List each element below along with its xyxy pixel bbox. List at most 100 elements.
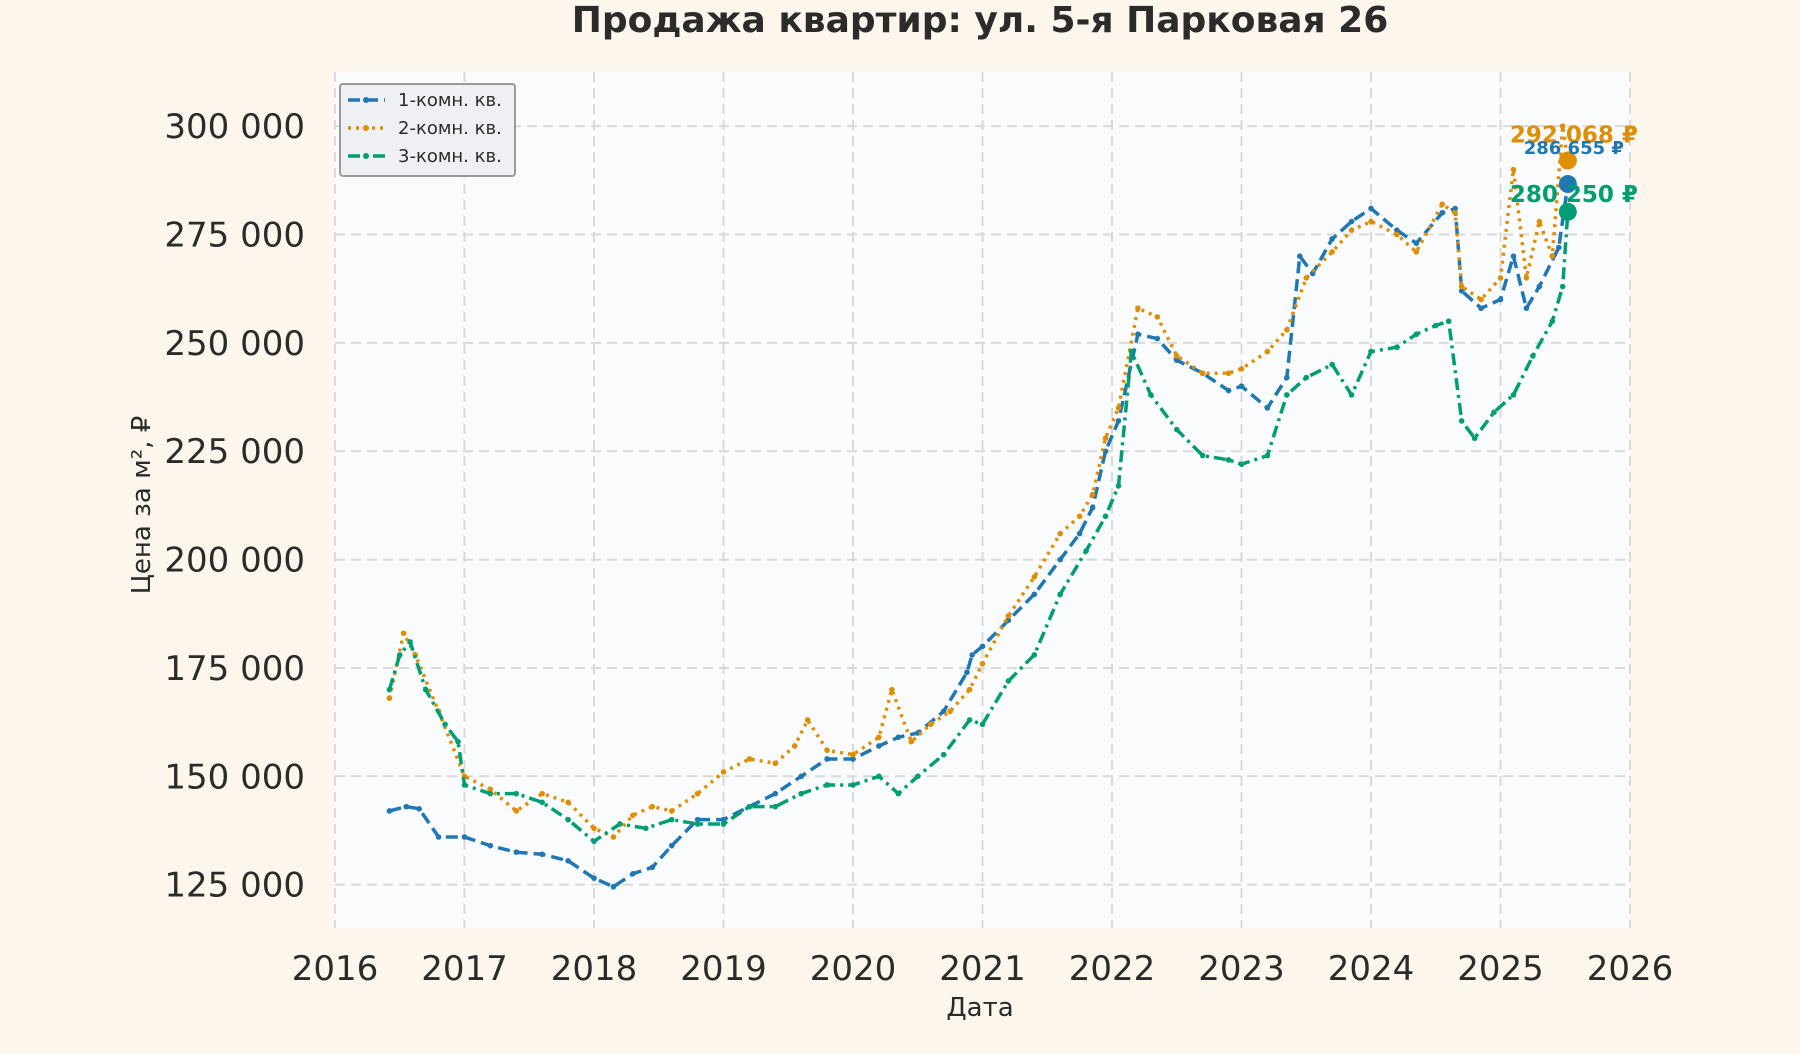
data-point bbox=[1368, 205, 1374, 212]
end-point-marker bbox=[1558, 175, 1577, 194]
data-point bbox=[1102, 435, 1109, 442]
data-point bbox=[1238, 366, 1245, 372]
data-point bbox=[1225, 370, 1232, 377]
data-point bbox=[1102, 513, 1109, 520]
data-point bbox=[824, 782, 830, 788]
x-tick-label: 2023 bbox=[1198, 949, 1285, 989]
data-point bbox=[1348, 218, 1355, 225]
y-tick-label: 300 000 bbox=[164, 107, 305, 147]
data-point bbox=[1225, 387, 1232, 394]
data-point bbox=[824, 747, 830, 754]
data-point bbox=[1530, 353, 1536, 359]
data-point bbox=[386, 686, 393, 693]
data-point bbox=[895, 790, 902, 797]
data-point bbox=[979, 660, 986, 667]
data-point bbox=[407, 639, 413, 645]
y-tick-label: 275 000 bbox=[164, 216, 305, 256]
data-point bbox=[1413, 331, 1420, 338]
data-point bbox=[964, 669, 970, 676]
data-point bbox=[1549, 318, 1556, 325]
data-point bbox=[513, 790, 520, 797]
data-point bbox=[1238, 383, 1245, 390]
data-point bbox=[1368, 218, 1374, 225]
data-point bbox=[416, 806, 422, 812]
data-point bbox=[1413, 240, 1420, 246]
data-point bbox=[610, 834, 617, 840]
data-point bbox=[461, 834, 468, 840]
data-point bbox=[969, 652, 975, 658]
data-point bbox=[908, 738, 915, 745]
y-tick-label: 225 000 bbox=[164, 432, 305, 472]
data-point bbox=[1452, 210, 1458, 216]
data-point bbox=[876, 773, 882, 780]
data-point bbox=[630, 871, 636, 877]
data-point bbox=[1115, 483, 1122, 489]
chart-title: Продажа квартир: ул. 5-я Парковая 26 bbox=[572, 0, 1389, 41]
data-point bbox=[914, 730, 921, 736]
data-point bbox=[1148, 392, 1154, 398]
data-point bbox=[668, 842, 675, 849]
data-point bbox=[850, 751, 856, 758]
data-point bbox=[513, 808, 520, 814]
data-point bbox=[1394, 344, 1400, 351]
data-point bbox=[610, 884, 617, 890]
data-point bbox=[513, 849, 520, 855]
data-point bbox=[1076, 530, 1083, 537]
data-point bbox=[1523, 275, 1530, 281]
data-point bbox=[1458, 283, 1465, 290]
x-tick-label: 2026 bbox=[1587, 949, 1674, 989]
end-value-label: 286 655 ₽ bbox=[1524, 138, 1624, 159]
data-point bbox=[694, 816, 701, 823]
x-tick-label: 2022 bbox=[1069, 949, 1156, 989]
data-point bbox=[798, 790, 804, 797]
data-point bbox=[1303, 275, 1310, 281]
x-axis-label: Дата bbox=[946, 993, 1013, 1023]
data-point bbox=[487, 790, 494, 797]
data-point bbox=[668, 816, 675, 823]
data-point bbox=[1199, 452, 1206, 459]
x-tick-label: 2018 bbox=[551, 949, 638, 989]
data-point bbox=[1432, 322, 1439, 329]
end-value-label: 292 068 ₽ bbox=[1510, 123, 1638, 149]
data-point bbox=[487, 786, 494, 793]
data-point bbox=[914, 773, 921, 780]
data-point bbox=[1076, 513, 1083, 520]
data-point bbox=[1478, 296, 1484, 303]
series-line bbox=[387, 211, 1570, 844]
legend-label: 3-комн. кв. bbox=[398, 146, 502, 167]
data-point bbox=[979, 721, 986, 728]
data-point bbox=[1510, 166, 1517, 173]
data-point bbox=[1497, 275, 1504, 281]
data-point bbox=[1413, 249, 1420, 255]
data-point bbox=[1536, 218, 1543, 225]
data-point bbox=[1264, 348, 1271, 355]
data-point bbox=[539, 851, 545, 858]
data-point bbox=[643, 825, 649, 832]
data-point bbox=[1329, 361, 1335, 368]
data-point bbox=[442, 721, 448, 728]
data-point bbox=[1329, 249, 1335, 255]
data-point bbox=[1510, 392, 1517, 398]
data-point bbox=[539, 799, 545, 806]
data-point bbox=[1445, 318, 1452, 325]
data-point bbox=[386, 808, 393, 814]
data-point bbox=[876, 734, 882, 741]
data-point bbox=[1238, 461, 1245, 468]
y-tick-label: 175 000 bbox=[164, 649, 305, 689]
data-point bbox=[461, 782, 468, 788]
x-tick-label: 2024 bbox=[1328, 949, 1415, 989]
data-point bbox=[824, 756, 830, 762]
data-point bbox=[1005, 678, 1012, 684]
data-point bbox=[1368, 348, 1374, 355]
data-point bbox=[630, 812, 636, 819]
data-point bbox=[649, 803, 656, 810]
data-point bbox=[1491, 409, 1497, 416]
data-point bbox=[1057, 556, 1063, 563]
data-point bbox=[400, 630, 407, 637]
data-point bbox=[1225, 457, 1232, 463]
legend-label: 2-комн. кв. bbox=[398, 118, 502, 139]
data-point bbox=[1057, 591, 1063, 598]
data-point bbox=[1089, 491, 1096, 498]
